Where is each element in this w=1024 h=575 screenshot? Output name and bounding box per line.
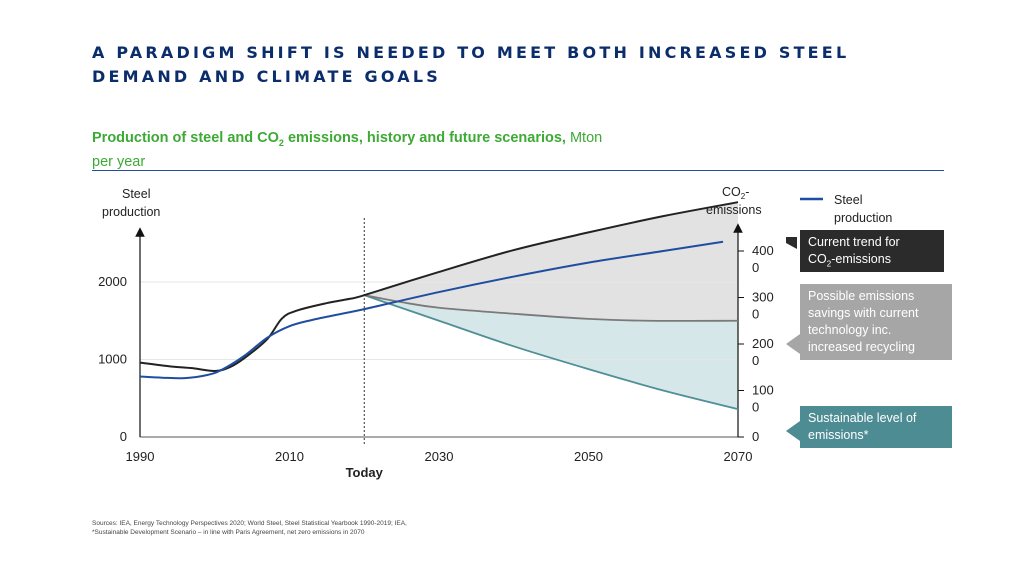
fill-lower-area bbox=[364, 295, 738, 410]
header-rule bbox=[92, 170, 944, 171]
right-axis-ticks: 0 100 0 200 0 300 0 400 0 bbox=[738, 243, 774, 444]
callout-recycling-line4: increased recycling bbox=[808, 340, 915, 354]
footnote-line2: *Sustainable Development Scenario – in l… bbox=[92, 529, 365, 536]
callout-trend-line1: Current trend for bbox=[808, 235, 900, 249]
right-tick-label: 400 bbox=[752, 243, 774, 258]
callout-recycling-pointer bbox=[786, 334, 800, 354]
slide-title-line1: A PARADIGM SHIFT IS NEEDED TO MEET BOTH … bbox=[92, 43, 850, 62]
callout-current-trend: Current trend for CO2-emissions bbox=[800, 230, 944, 272]
callout-trend-line2: CO2-emissions bbox=[808, 252, 891, 269]
series-line-steel-production bbox=[139, 240, 724, 380]
callout-recycling-line1: Possible emissions bbox=[808, 289, 915, 303]
subtitle-bold: Production of steel and CO2 emissions, h… bbox=[92, 130, 566, 148]
series-line-current-trend bbox=[139, 201, 739, 372]
x-axis-ticks: 1990 2010 2030 2050 2070 bbox=[126, 449, 753, 464]
callout-recycling: Possible emissions savings with current … bbox=[800, 284, 952, 360]
slide-title-line2: DEMAND AND CLIMATE GOALS bbox=[92, 67, 441, 86]
series-line-recycling bbox=[364, 294, 739, 322]
right-axis-title-line2: emissions bbox=[706, 203, 762, 217]
slide-title: A PARADIGM SHIFT IS NEEDED TO MEET BOTH … bbox=[92, 41, 952, 89]
x-tick-label: 2050 bbox=[574, 449, 603, 464]
fill-upper-area bbox=[364, 202, 738, 321]
chart-subtitle: Production of steel and CO2 emissions, h… bbox=[92, 129, 712, 172]
right-tick-label: 100 bbox=[752, 383, 774, 398]
callout-sustainable: Sustainable level of emissions* bbox=[800, 406, 952, 448]
left-axis-ticks: 0 1000 2000 bbox=[98, 274, 127, 444]
x-tick-label: 2070 bbox=[724, 449, 753, 464]
callout-recycling-line2: savings with current bbox=[808, 306, 919, 320]
left-tick-label: 1000 bbox=[98, 352, 127, 367]
right-tick-label-wrap: 0 bbox=[752, 353, 759, 368]
right-axis-title-line1: CO2- bbox=[722, 185, 749, 201]
footnote: Sources: IEA, Energy Technology Perspect… bbox=[92, 519, 407, 537]
right-tick-label: 0 bbox=[752, 429, 759, 444]
right-tick-label: 200 bbox=[752, 336, 774, 351]
left-axis-title-line1: Steel bbox=[122, 187, 151, 201]
right-tick-label-wrap: 0 bbox=[752, 260, 759, 275]
series-group bbox=[139, 201, 739, 410]
today-label: Today bbox=[346, 465, 384, 480]
callout-recycling-line3: technology inc. bbox=[808, 323, 892, 337]
subtitle-unit: Mton bbox=[565, 130, 603, 146]
callout-sustainable-line2: emissions* bbox=[808, 428, 869, 442]
right-tick-label-wrap: 0 bbox=[752, 400, 759, 415]
legend-steel-label-line2: production bbox=[834, 211, 892, 225]
footnote-line1: Sources: IEA, Energy Technology Perspect… bbox=[92, 520, 407, 527]
callout-sustainable-line1: Sustainable level of bbox=[808, 411, 917, 425]
legend-steel-label-line1: Steel bbox=[834, 193, 863, 207]
x-tick-label: 1990 bbox=[126, 449, 155, 464]
left-tick-label: 2000 bbox=[98, 274, 127, 289]
x-tick-label: 2010 bbox=[275, 449, 304, 464]
series-line-sustainable bbox=[363, 294, 739, 410]
right-tick-label-wrap: 0 bbox=[752, 307, 759, 322]
left-axis-title-line2: production bbox=[102, 205, 160, 219]
right-tick-label: 300 bbox=[752, 290, 774, 305]
callout-sustainable-pointer bbox=[786, 421, 800, 441]
callout-trend-pointer bbox=[786, 237, 797, 249]
x-tick-label: 2030 bbox=[425, 449, 454, 464]
subtitle-line2: per year bbox=[92, 153, 146, 170]
left-tick-label: 0 bbox=[120, 429, 127, 444]
